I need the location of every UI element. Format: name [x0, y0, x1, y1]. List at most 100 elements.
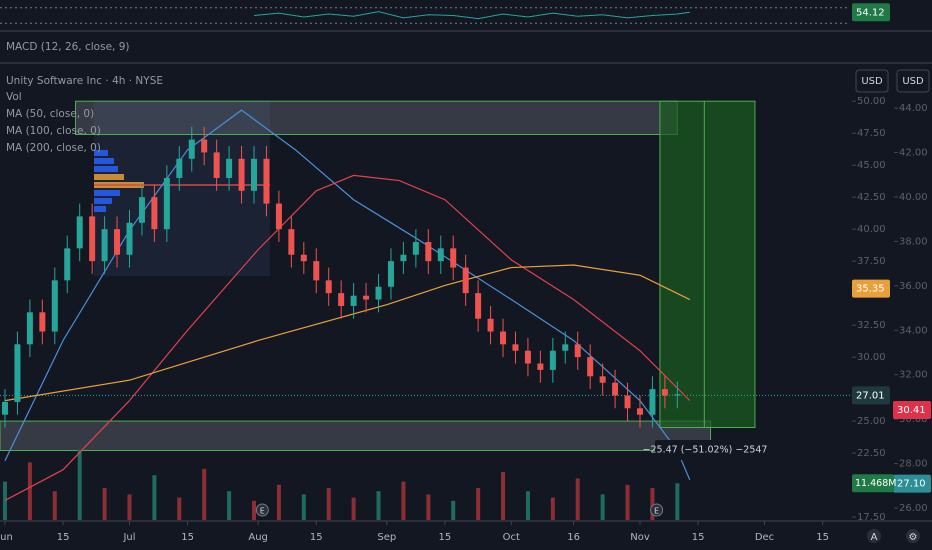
volume-bar — [2, 481, 7, 520]
volume-bar — [102, 488, 107, 520]
x-tick-label: 15 — [816, 532, 829, 543]
y2-tick-label: 36.00 — [899, 281, 928, 292]
x-tick-label: Sep — [377, 532, 396, 543]
profile-bar — [94, 198, 112, 204]
x-tick-label: 15 — [439, 532, 452, 543]
volume-bar — [376, 491, 381, 520]
volume-label-box — [852, 474, 894, 493]
candle-body — [238, 158, 245, 191]
candle-body — [114, 229, 121, 255]
x-tick-label: Aug — [248, 532, 268, 543]
moving-average — [4, 174, 691, 501]
currency-button[interactable] — [896, 69, 930, 93]
candle-body — [587, 357, 594, 377]
candle-body — [363, 295, 370, 300]
position-label: −25.47 (−51.02%) −2547 — [643, 445, 768, 456]
candle-body — [387, 261, 394, 287]
legend-entry: Vol — [6, 91, 22, 103]
legend-entry: MA (200, close, 0) — [6, 142, 101, 154]
candle-body — [163, 177, 170, 230]
price-label: 27.10 — [897, 479, 926, 490]
candle-body — [126, 222, 133, 255]
y2-tick-label: 44.00 — [899, 103, 928, 114]
legend-entry: MA (100, close, 0) — [6, 125, 101, 137]
y-tick-label: 50.00 — [857, 96, 886, 107]
volume-bar — [301, 494, 306, 520]
candle-body — [375, 286, 382, 300]
x-tick-label: Oct — [503, 532, 520, 543]
y-tick-label: 40.00 — [857, 224, 886, 235]
candle-body — [537, 363, 544, 370]
candle-body — [350, 295, 357, 306]
volume-bar — [152, 475, 157, 520]
candle-body — [300, 254, 307, 262]
candle-body — [201, 139, 208, 153]
volume-bar — [401, 481, 406, 520]
legend-entry: MA (50, close, 0) — [6, 108, 94, 120]
candle-body — [14, 344, 21, 402]
candle-body — [524, 350, 531, 364]
y-tick-label: 47.50 — [857, 128, 886, 139]
volume-bar — [426, 494, 431, 520]
settings-button[interactable] — [906, 529, 920, 543]
candle-body — [176, 158, 183, 178]
candle-body — [661, 389, 668, 396]
x-tick-label: 16 — [567, 532, 580, 543]
candle-body — [574, 344, 581, 358]
candle-body — [400, 254, 407, 262]
candle-body — [649, 389, 656, 415]
y2-tick-label: 34.00 — [899, 325, 928, 336]
price-label: 35.35 — [856, 284, 885, 295]
auto-scale-button[interactable] — [867, 529, 881, 543]
candle-body — [101, 229, 108, 262]
profile-bar — [94, 166, 118, 172]
zone — [75, 100, 678, 135]
rsi-value-label: 54.12 — [856, 7, 885, 18]
earnings-marker — [255, 503, 269, 517]
candle-body — [313, 261, 320, 281]
profile-bar — [94, 174, 124, 180]
candle-body — [64, 248, 71, 281]
x-tick-label: 15 — [692, 532, 705, 543]
settings-text: ⚙ — [909, 532, 918, 543]
x-tick-label: Nov — [630, 532, 650, 543]
volume-bar — [525, 491, 530, 520]
y2-tick-label: 26.00 — [899, 503, 928, 514]
currency-button-text: USD — [902, 76, 924, 87]
position-label-box — [655, 440, 755, 460]
candle-body — [636, 408, 643, 415]
y2-tick-label: 32.00 — [899, 370, 928, 381]
candle-body — [226, 158, 233, 178]
x-tick-label: 15 — [310, 532, 323, 543]
candle-body — [188, 139, 195, 159]
currency-button[interactable] — [855, 69, 889, 93]
y-tick-label: 45.00 — [857, 160, 886, 171]
candle-body — [39, 312, 46, 332]
candle-body — [1, 401, 8, 415]
y-tick-label: 30.00 — [857, 352, 886, 363]
x-tick-label: 15 — [181, 532, 194, 543]
volume-bar — [575, 478, 580, 520]
price-label-box — [852, 279, 890, 298]
volume-bar — [252, 500, 257, 520]
auto-scale-text: A — [871, 532, 878, 543]
candle-body — [263, 158, 270, 204]
volume-bar — [650, 488, 655, 520]
y-tick-label: 42.50 — [857, 192, 886, 203]
candle-body — [612, 382, 619, 396]
candle-body — [325, 280, 332, 294]
zone — [0, 420, 712, 452]
candle-body — [251, 158, 258, 191]
volume-bar — [625, 484, 630, 520]
volume-bar — [326, 488, 331, 520]
earnings-label: E — [654, 507, 659, 516]
y2-tick-label: 38.00 — [899, 236, 928, 247]
candle-body — [151, 197, 158, 230]
candle-body — [500, 331, 507, 345]
price-label: 30.41 — [897, 405, 926, 416]
volume-bar — [600, 494, 605, 520]
candle-body — [138, 197, 145, 223]
rsi-line — [253, 11, 690, 20]
candle-body — [450, 248, 457, 268]
